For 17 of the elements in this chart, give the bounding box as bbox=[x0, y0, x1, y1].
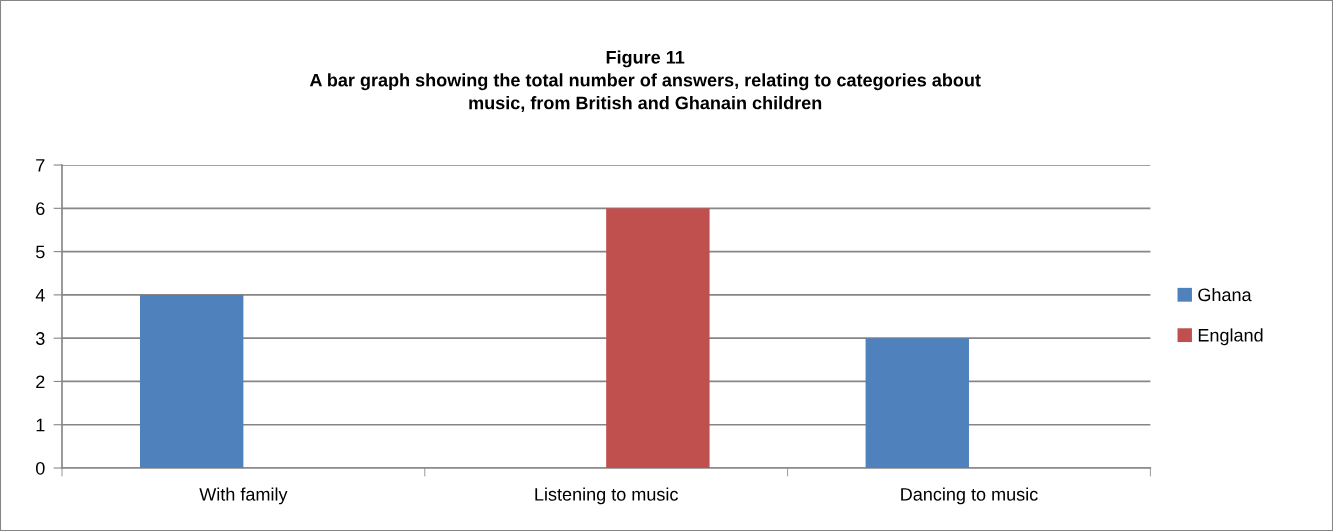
y-tick-label: 4 bbox=[35, 289, 45, 302]
y-tick-label: 6 bbox=[36, 202, 45, 216]
x-tick-label: Dancing to music bbox=[901, 487, 1038, 505]
y-tick-label: 3 bbox=[35, 332, 45, 345]
y-tick-label: 1 bbox=[36, 418, 45, 432]
y-tick-label: 7 bbox=[36, 159, 45, 172]
legend-label: England bbox=[1198, 328, 1263, 346]
y-tick-label: 2 bbox=[36, 375, 45, 388]
legend-label: Ghana bbox=[1198, 287, 1252, 302]
y-tick-label: 0 bbox=[35, 461, 45, 475]
x-tick-label: With family bbox=[199, 487, 288, 505]
chart-title: Figure 11 A bar graph showing the total number of answers, relating to categories about music, from British and Ghanain children bbox=[309, 50, 981, 112]
x-tick-label: Listening to music bbox=[535, 487, 678, 505]
y-tick-label: 5 bbox=[36, 245, 45, 259]
bar bbox=[865, 338, 969, 469]
bar bbox=[606, 208, 710, 469]
bar bbox=[139, 294, 244, 469]
